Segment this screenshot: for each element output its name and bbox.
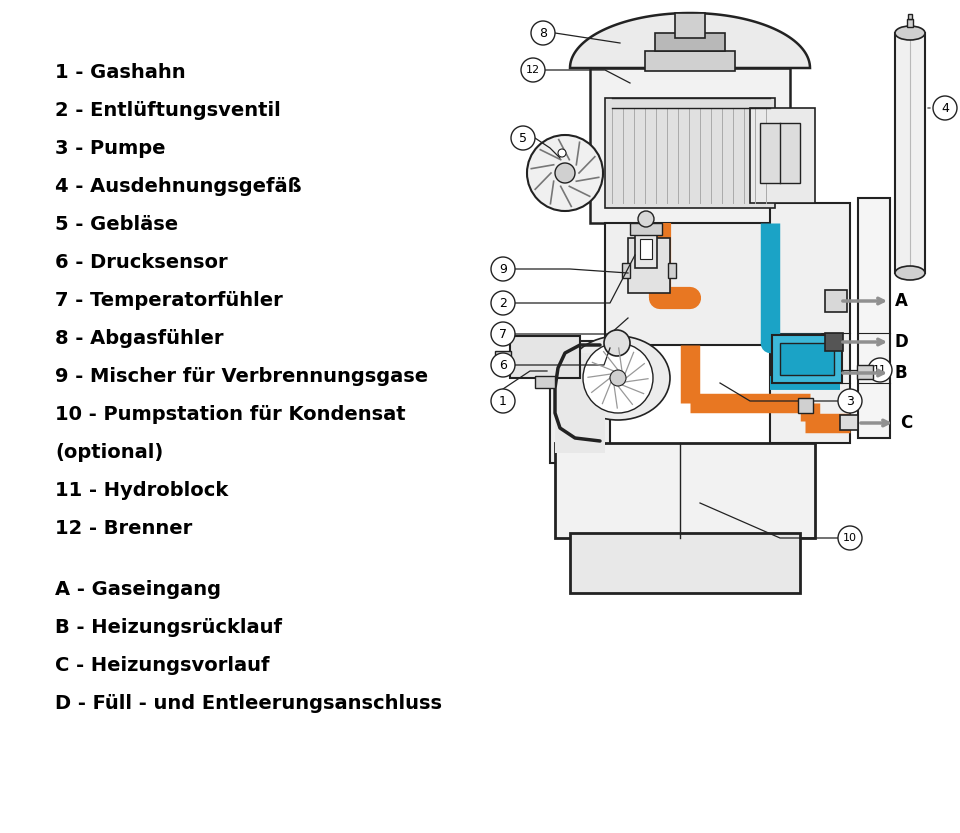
Bar [630, 223, 662, 235]
Ellipse shape [895, 26, 925, 40]
Bar [907, 19, 913, 27]
Text: A - Gaseingang: A - Gaseingang [55, 580, 221, 599]
Circle shape [491, 291, 515, 315]
Circle shape [604, 330, 630, 356]
Bar [895, 33, 925, 273]
Text: 7: 7 [499, 327, 507, 341]
Text: 10 - Pumpstation für Kondensat: 10 - Pumpstation für Kondensat [55, 405, 406, 424]
Bar [555, 443, 815, 538]
Bar [825, 290, 847, 312]
Text: 3 - Pumpe: 3 - Pumpe [55, 139, 165, 158]
Text: 9 - Mischer für Verbrennungsgase: 9 - Mischer für Verbrennungsgase [55, 367, 428, 386]
Text: 2: 2 [499, 297, 507, 310]
Text: 4 - Ausdehnungsgefäß: 4 - Ausdehnungsgefäß [55, 177, 301, 196]
Text: 10: 10 [843, 533, 857, 543]
Bar [675, 13, 705, 38]
Bar [640, 239, 652, 259]
Circle shape [511, 126, 535, 150]
Circle shape [558, 149, 566, 157]
Bar [605, 98, 775, 208]
Circle shape [838, 389, 862, 413]
Bar [780, 343, 834, 375]
Bar [772, 335, 842, 383]
Text: B: B [895, 364, 907, 382]
Text: A: A [895, 292, 908, 310]
Text: 1 - Gashahn: 1 - Gashahn [55, 63, 185, 82]
Ellipse shape [566, 336, 670, 420]
Circle shape [838, 526, 862, 550]
Bar [535, 376, 555, 388]
Bar [605, 223, 795, 345]
Bar [645, 51, 735, 71]
Bar [628, 238, 670, 293]
Polygon shape [570, 13, 810, 68]
Bar [750, 108, 815, 203]
Bar [840, 415, 858, 430]
Circle shape [491, 389, 515, 413]
Bar [760, 123, 800, 183]
Bar [570, 533, 800, 593]
Text: 6: 6 [499, 358, 507, 372]
Bar [908, 14, 912, 19]
Text: D - Füll - und Entleerungsanschluss: D - Füll - und Entleerungsanschluss [55, 694, 442, 713]
Bar [798, 398, 813, 413]
Text: 7 - Temperatorfühler: 7 - Temperatorfühler [55, 291, 283, 310]
Bar [655, 33, 725, 51]
Text: 11 - Hydroblock: 11 - Hydroblock [55, 481, 228, 500]
Text: 2 - Entlüftungsventil: 2 - Entlüftungsventil [55, 101, 280, 120]
Text: 4: 4 [941, 102, 948, 114]
Text: C - Heizungsvorlauf: C - Heizungsvorlauf [55, 656, 270, 675]
Text: 1: 1 [499, 395, 507, 407]
Bar [635, 233, 657, 268]
Circle shape [527, 135, 603, 211]
Bar [668, 263, 676, 278]
Bar [857, 365, 873, 379]
Bar [550, 341, 610, 463]
Bar [825, 333, 843, 351]
Text: D: D [895, 333, 909, 351]
Text: 6 - Drucksensor: 6 - Drucksensor [55, 253, 228, 272]
Text: 12: 12 [526, 65, 540, 75]
Text: 11: 11 [873, 365, 887, 375]
Circle shape [583, 343, 653, 413]
Text: 8 - Abgasfühler: 8 - Abgasfühler [55, 329, 224, 348]
Circle shape [638, 211, 654, 227]
Text: C: C [900, 414, 912, 432]
Circle shape [491, 353, 515, 377]
Text: B - Heizungsrücklauf: B - Heizungsrücklauf [55, 618, 282, 636]
Text: (optional): (optional) [55, 443, 163, 462]
Circle shape [491, 322, 515, 346]
Text: 9: 9 [499, 262, 507, 276]
Circle shape [521, 58, 545, 82]
Bar [510, 336, 580, 378]
Bar [590, 68, 790, 223]
Circle shape [555, 163, 575, 183]
Text: 8: 8 [539, 27, 547, 39]
Bar [555, 353, 605, 453]
Circle shape [933, 96, 957, 120]
Circle shape [868, 358, 892, 382]
Bar [495, 351, 511, 371]
Bar [770, 203, 850, 443]
Text: 5: 5 [519, 132, 527, 144]
Bar [858, 198, 890, 438]
Circle shape [491, 257, 515, 281]
Text: 5 - Gebläse: 5 - Gebläse [55, 215, 179, 234]
Text: 3: 3 [846, 395, 854, 407]
Bar [622, 263, 630, 278]
Circle shape [610, 370, 626, 386]
Text: 12 - Brenner: 12 - Brenner [55, 519, 192, 538]
Circle shape [531, 21, 555, 45]
Ellipse shape [895, 266, 925, 280]
